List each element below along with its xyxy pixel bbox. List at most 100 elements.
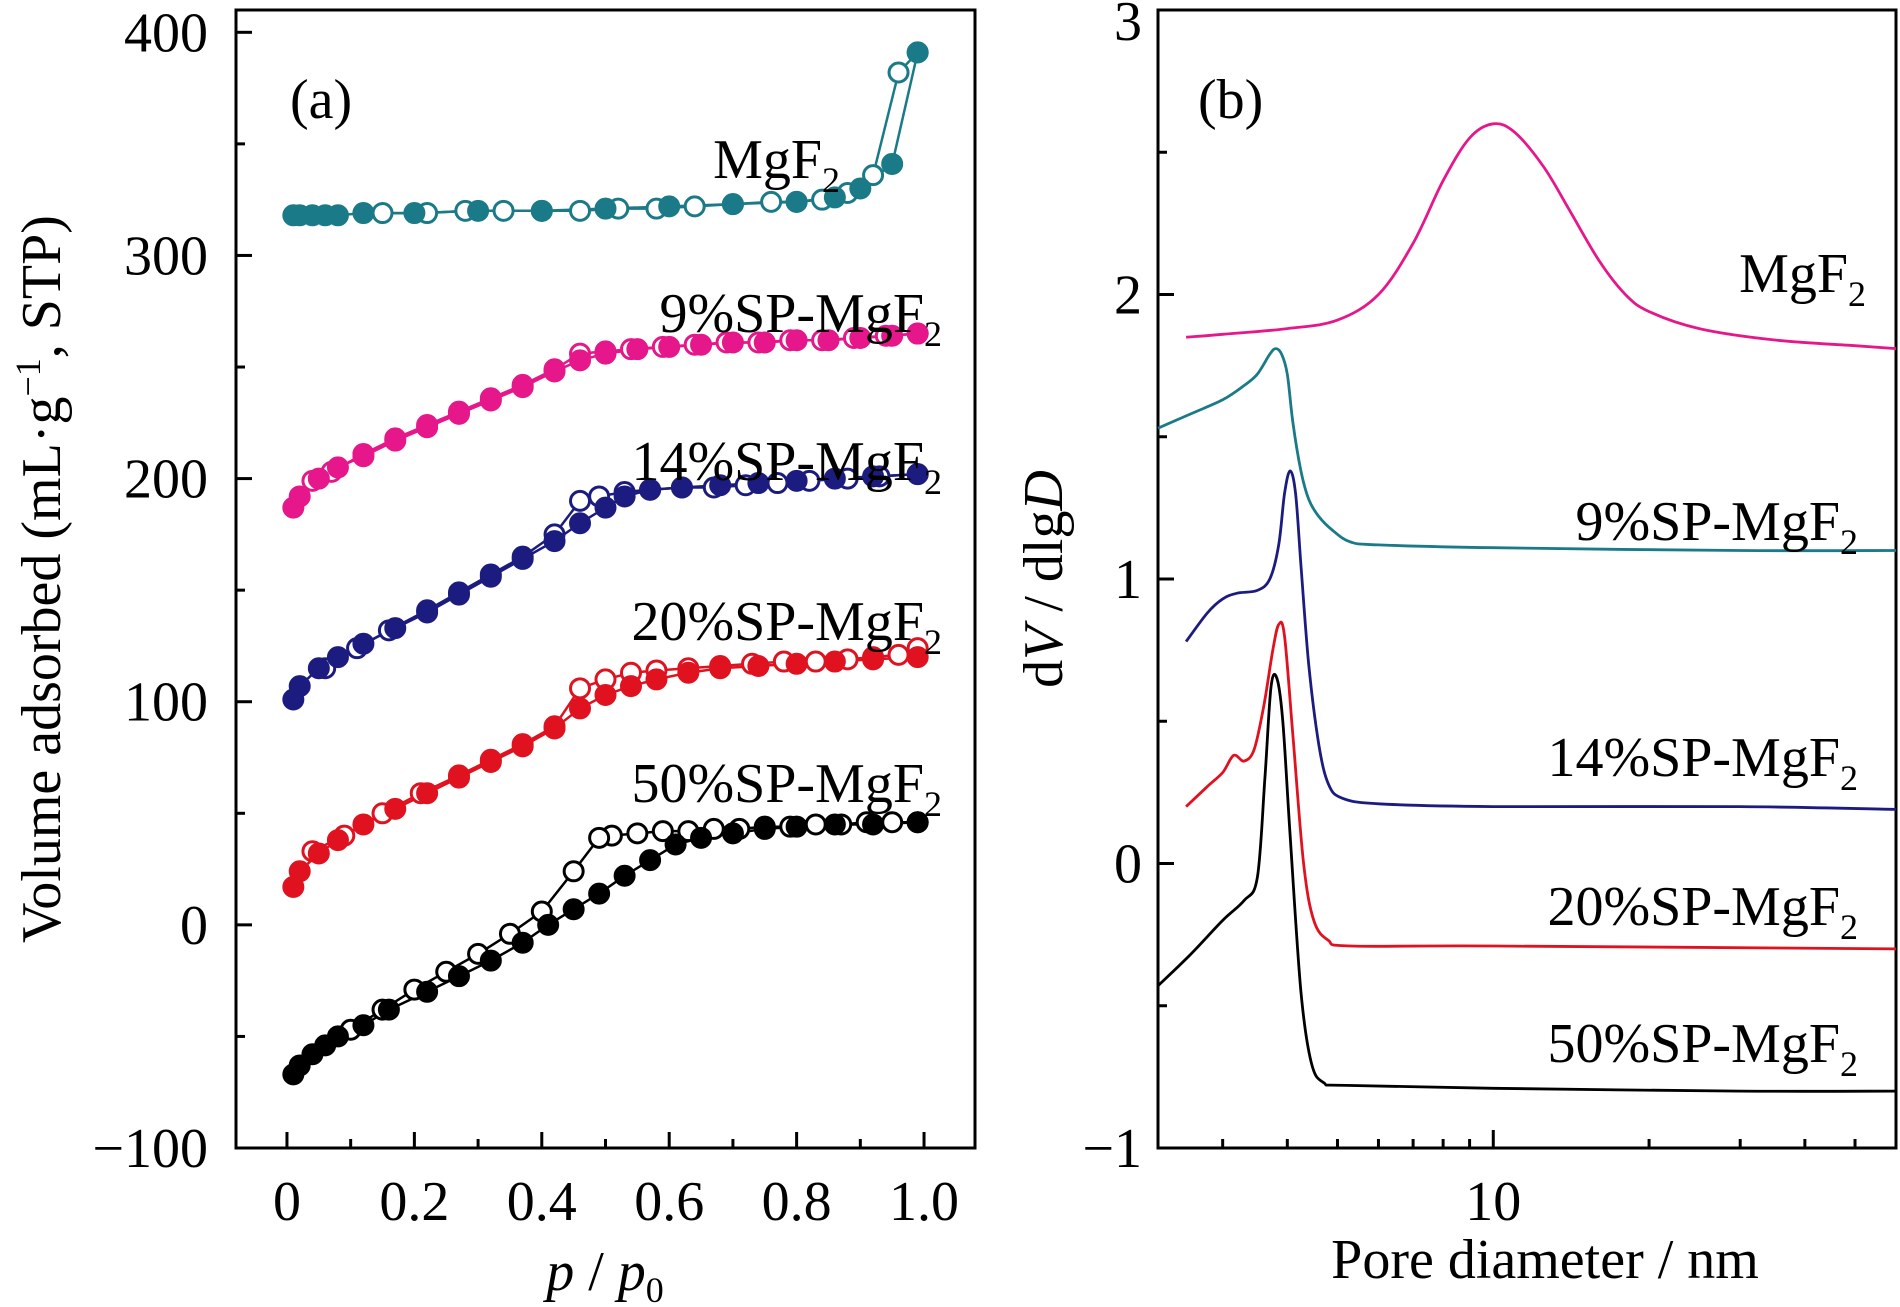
adsorption-point	[753, 331, 776, 354]
adsorption-point	[639, 849, 662, 872]
adsorption-point	[511, 931, 534, 954]
series-label: 20%SP-MgF2	[1547, 876, 1858, 947]
series-line	[1157, 673, 1897, 1093]
panel-b-y-axis-label: dV / dlgD	[1013, 470, 1075, 688]
panel-a-chart: (a) 0 0.2 0.4 0.6 0.8 1.0 −100 0 100 200 300 400 Mg…	[8, 2, 977, 1307]
series-label: 9%SP-MgF2	[1575, 491, 1858, 562]
desorption-point	[804, 650, 827, 673]
adsorption-point	[288, 675, 311, 698]
adsorption-point	[753, 817, 776, 840]
adsorption-point	[569, 512, 592, 535]
adsorption-point	[690, 333, 713, 356]
adsorption-point	[569, 349, 592, 372]
adsorption-point	[511, 735, 534, 758]
panel-b-chart: (b) 10 −1 0 1 2 3 MgF2 9%SP-MgF2 14%SP-MgF2 20%S…	[1013, 0, 1898, 1291]
panel-b-x-axis-label: Pore diameter / nm	[1331, 1229, 1759, 1291]
series-14-sp-mgf2: 14%SP-MgF2	[1184, 469, 1897, 811]
desorption-point	[881, 811, 904, 834]
adsorption-point	[721, 193, 744, 216]
adsorption-point	[588, 882, 611, 905]
adsorption-point	[881, 152, 904, 175]
series-label: 20%SP-MgF2	[631, 591, 942, 662]
series-9-sp-mgf2: 9%SP-MgF2	[282, 283, 942, 519]
adsorption-point	[823, 650, 846, 673]
adsorption-point	[747, 655, 770, 678]
adsorption-point	[664, 833, 687, 856]
adsorption-point	[352, 445, 375, 468]
series-20-sp-mgf2: 20%SP-MgF2	[1185, 620, 1897, 951]
desorption-point	[683, 195, 706, 218]
series-label: MgF2	[1739, 243, 1866, 314]
y-tick-label: 2	[1114, 265, 1142, 327]
adsorption-point	[658, 335, 681, 358]
adsorption-point	[288, 485, 311, 508]
series-20-sp-mgf2: 20%SP-MgF2	[282, 591, 942, 898]
x-tick-label: 1.0	[889, 1171, 959, 1233]
adsorption-point	[785, 469, 808, 492]
adsorption-point	[511, 376, 534, 399]
adsorption-point	[906, 41, 929, 64]
desorption-point	[760, 190, 783, 213]
adsorption-point	[352, 632, 375, 655]
adsorption-point	[862, 465, 885, 488]
desorption-point	[371, 202, 394, 225]
adsorption-point	[785, 190, 808, 213]
adsorption-point	[639, 478, 662, 501]
adsorption-point	[543, 530, 566, 553]
x-tick-label: 0	[273, 1171, 301, 1233]
adsorption-point	[562, 898, 585, 921]
panel-a-y-axis-label: Volume adsorbed (mL·g−1, STP)	[8, 215, 73, 943]
adsorption-point	[619, 675, 642, 698]
adsorption-point	[823, 186, 846, 209]
desorption-point	[569, 677, 592, 700]
desorption-point	[492, 199, 515, 222]
adsorption-point	[862, 648, 885, 671]
series-line	[1185, 122, 1897, 350]
series-14-sp-mgf2: 14%SP-MgF2	[282, 431, 942, 711]
adsorption-point	[479, 565, 502, 588]
adsorption-point	[288, 860, 311, 883]
series-mgf2: MgF2	[282, 41, 929, 227]
adsorption-point	[543, 717, 566, 740]
adsorption-point	[823, 813, 846, 836]
adsorption-point	[352, 202, 375, 225]
adsorption-point	[721, 331, 744, 354]
adsorption-point	[352, 1014, 375, 1037]
adsorption-point	[307, 467, 330, 490]
adsorption-point	[479, 750, 502, 773]
adsorption-point	[384, 797, 407, 820]
adsorption-point	[594, 684, 617, 707]
adsorption-point	[326, 1025, 349, 1048]
adsorption-point	[906, 322, 929, 345]
adsorption-point	[467, 199, 490, 222]
adsorption-point	[785, 815, 808, 838]
adsorption-point	[594, 496, 617, 519]
x-tick-label: 0.6	[634, 1171, 704, 1233]
y-tick-label: 300	[124, 225, 208, 287]
y-tick-label: 0	[1114, 834, 1142, 896]
adsorption-point	[384, 429, 407, 452]
y-tick-label: 200	[124, 449, 208, 511]
adsorption-point	[906, 646, 929, 669]
adsorption-point	[307, 842, 330, 865]
adsorption-point	[849, 177, 872, 200]
adsorption-point	[721, 822, 744, 845]
adsorption-point	[569, 697, 592, 720]
adsorption-point	[906, 811, 929, 834]
desorption-point	[862, 164, 885, 187]
adsorption-point	[416, 980, 439, 1003]
series-label: 14%SP-MgF2	[1547, 727, 1858, 798]
adsorption-point	[447, 965, 470, 988]
adsorption-point	[645, 668, 668, 691]
adsorption-point	[447, 583, 470, 606]
adsorption-point	[823, 467, 846, 490]
adsorption-point	[817, 329, 840, 352]
adsorption-point	[658, 195, 681, 218]
series-mgf2: MgF2	[1185, 122, 1897, 350]
adsorption-point	[849, 327, 872, 350]
series-label: 14%SP-MgF2	[631, 431, 942, 502]
series-label: 50%SP-MgF2	[631, 753, 942, 824]
adsorption-point	[613, 485, 636, 508]
adsorption-point	[511, 547, 534, 570]
